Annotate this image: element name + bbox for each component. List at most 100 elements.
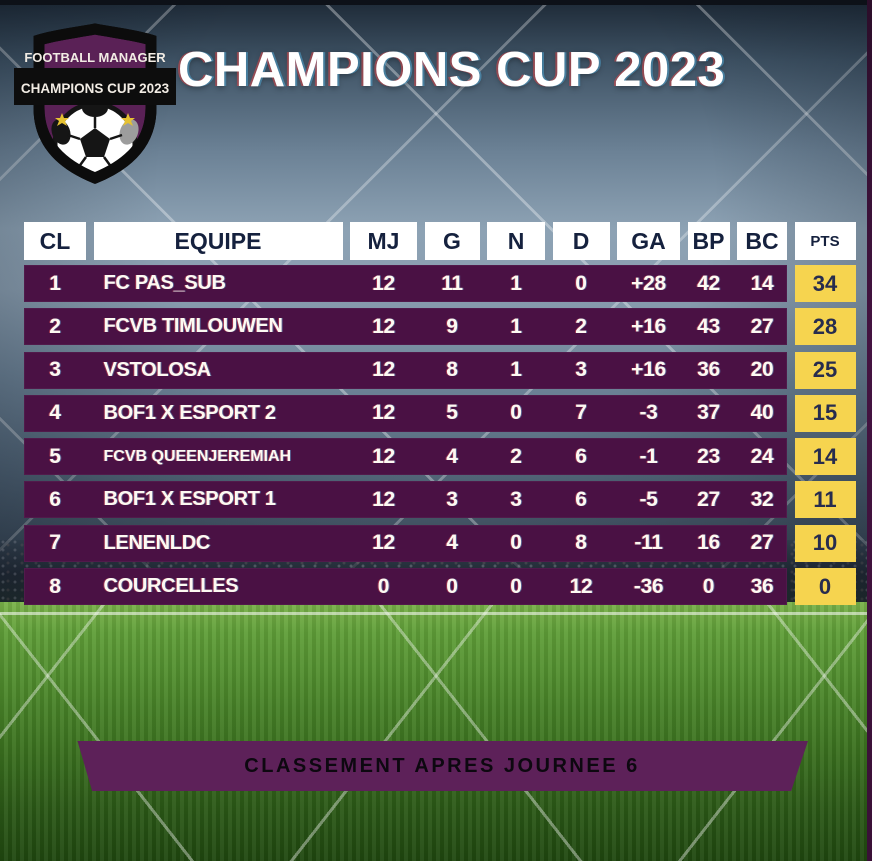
- header-n: N: [487, 222, 545, 260]
- goal-diff: +16: [631, 358, 666, 382]
- rank: 6: [49, 487, 61, 511]
- rank: 2: [49, 314, 61, 338]
- badge-line2: CHAMPIONS CUP 2023: [21, 81, 170, 96]
- points-badge: 28: [794, 308, 856, 346]
- right-border: [867, 0, 872, 861]
- losses: 6: [575, 444, 587, 468]
- wins: 4: [446, 531, 458, 555]
- header-bp: BP: [687, 222, 730, 260]
- losses: 8: [575, 531, 587, 555]
- matches-played: 12: [372, 531, 395, 555]
- goals-for: 16: [697, 531, 720, 555]
- losses: 6: [575, 487, 587, 511]
- draws: 0: [510, 401, 522, 425]
- wins: 3: [446, 487, 458, 511]
- header-bc: BC: [737, 222, 787, 260]
- header-equipe: EQUIPE: [93, 222, 343, 260]
- rank: 4: [49, 401, 61, 425]
- goal-diff: -1: [639, 444, 658, 468]
- losses: 7: [575, 401, 587, 425]
- points-badge: 11: [794, 481, 856, 519]
- rank: 7: [49, 531, 61, 555]
- goal-diff: +16: [631, 314, 666, 338]
- page-title: CHAMPIONS CUP 2023: [178, 43, 726, 97]
- rank: 3: [49, 358, 61, 382]
- draws: 1: [510, 271, 522, 295]
- table-row: 1 FC PAS_SUB 12 11 1 0 +28 42 14 34: [24, 265, 856, 302]
- matches-played: 12: [372, 271, 395, 295]
- goals-for: 42: [697, 271, 720, 295]
- matches-played: 12: [372, 358, 395, 382]
- goals-against: 27: [750, 314, 774, 338]
- draws: 3: [510, 487, 522, 511]
- football-manager-badge: FOOTBALL MANAGER CHAMPIONS CUP 2023: [14, 22, 176, 193]
- badge-banner: [14, 68, 176, 105]
- table-row: 6 BOF1 X ESPORT 1 12 3 3 6 -5 27 32 11: [24, 481, 856, 519]
- goal-diff: -5: [639, 487, 658, 511]
- team-name: LENENLDC: [103, 531, 211, 554]
- wins: 11: [441, 271, 463, 295]
- losses: 2: [575, 314, 587, 338]
- badge-line1: FOOTBALL MANAGER: [24, 50, 166, 65]
- matches-played: 12: [372, 314, 395, 338]
- draws: 0: [510, 574, 522, 598]
- draws: 2: [510, 444, 522, 468]
- star-left-icon: [55, 113, 69, 126]
- losses: 3: [575, 358, 587, 382]
- losses: 12: [569, 574, 593, 598]
- losses: 0: [575, 271, 587, 295]
- goals-for: 37: [697, 401, 720, 425]
- footer-ribbon: CLASSEMENT APRES JOURNEE 6: [77, 741, 808, 791]
- points-badge: 10: [794, 524, 856, 562]
- wins: 0: [446, 574, 458, 598]
- goal-diff: -11: [634, 531, 663, 555]
- goals-against: 40: [750, 401, 774, 425]
- header-ga: GA: [617, 222, 680, 260]
- goals-against: 36: [750, 574, 774, 598]
- goals-against: 24: [750, 444, 774, 468]
- matches-played: 12: [372, 444, 395, 468]
- wins: 8: [446, 358, 458, 382]
- matches-played: 0: [377, 574, 390, 598]
- goal-diff: -3: [639, 401, 658, 425]
- top-border: [0, 0, 872, 5]
- header-cl: CL: [24, 222, 86, 260]
- table-row: 7 LENENLDC 12 4 0 8 -11 16 27 10: [24, 524, 856, 562]
- points-badge: 14: [794, 438, 856, 476]
- goals-against: 32: [750, 487, 774, 511]
- goals-against: 20: [750, 358, 774, 382]
- wins: 4: [446, 444, 458, 468]
- team-name: FCVB TIMLOUWEN: [103, 315, 283, 338]
- table-header-row: CL EQUIPE MJ G N D GA BP BC PTS: [24, 222, 856, 260]
- points-badge: 25: [794, 351, 856, 389]
- points-badge: 15: [794, 394, 856, 432]
- table-row: 2 FCVB TIMLOUWEN 12 9 1 2 +16 43 27 28: [24, 308, 856, 346]
- table-row: 8 COURCELLES 0 0 0 12 -36 0 36 0: [24, 568, 856, 606]
- table-row: 5 FCVB QUEENJEREMIAH 12 4 2 6 -1 23 24 1…: [24, 438, 856, 476]
- points-badge: 0: [794, 568, 856, 606]
- team-name: BOF1 X ESPORT 2: [103, 401, 277, 424]
- draws: 0: [510, 531, 522, 555]
- goals-for: 0: [702, 574, 715, 598]
- team-name: VSTOLOSA: [103, 358, 212, 381]
- goals-against: 14: [750, 271, 774, 295]
- draws: 1: [510, 314, 522, 338]
- points-badge: 34: [794, 265, 856, 302]
- rank: 5: [49, 444, 61, 468]
- badge-shield-icon: FOOTBALL MANAGER CHAMPIONS CUP 2023: [14, 23, 176, 184]
- draws: 1: [510, 358, 522, 382]
- field-line: [0, 612, 872, 615]
- goals-for: 23: [697, 444, 720, 468]
- goals-for: 27: [697, 487, 720, 511]
- grass-field: [0, 602, 872, 861]
- team-name: BOF1 X ESPORT 1: [103, 488, 277, 511]
- table-row: 3 VSTOLOSA 12 8 1 3 +16 36 20 25: [24, 351, 856, 389]
- wins: 9: [446, 314, 458, 338]
- standings-table: CL EQUIPE MJ G N D GA BP BC PTS 1 FC PAS…: [24, 222, 856, 606]
- header-d: D: [552, 222, 610, 260]
- matches-played: 12: [372, 401, 395, 425]
- goals-against: 27: [750, 531, 774, 555]
- matches-played: 12: [372, 487, 395, 511]
- goal-diff: -36: [633, 574, 664, 598]
- rank: 1: [49, 271, 61, 295]
